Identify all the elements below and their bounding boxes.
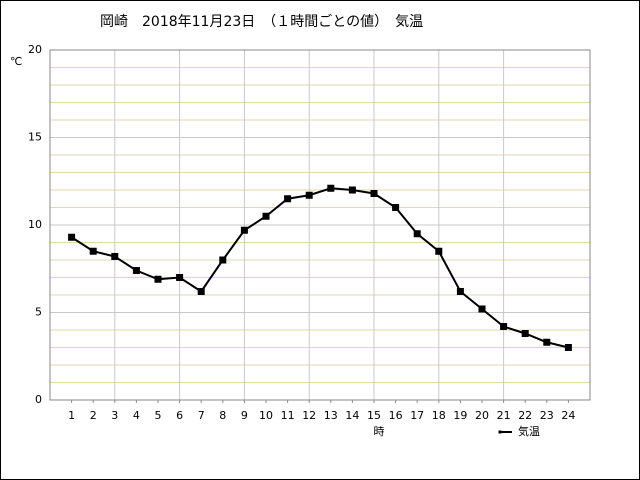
- x-tick-label: 8: [219, 409, 226, 422]
- data-point: [197, 288, 205, 295]
- y-tick-label: 5: [35, 306, 42, 319]
- y-tick-label: 0: [35, 393, 42, 406]
- x-tick-label: 5: [155, 409, 162, 422]
- x-tick-label: 2: [90, 409, 97, 422]
- data-point: [68, 233, 76, 241]
- x-tick-label: 19: [453, 409, 467, 422]
- data-point: [478, 305, 486, 313]
- data-point: [89, 247, 97, 255]
- y-tick-label: 15: [28, 131, 42, 144]
- x-tick-label: 24: [561, 409, 575, 422]
- x-tick-label: 4: [133, 409, 140, 422]
- series-line: [71, 187, 569, 349]
- x-tick-label: 20: [475, 409, 489, 422]
- x-tick-label: 18: [432, 409, 446, 422]
- x-tick-label: 23: [540, 409, 554, 422]
- x-tick-label: 11: [281, 409, 295, 422]
- data-point: [111, 253, 119, 260]
- data-point: [176, 274, 184, 281]
- data-point: [500, 323, 508, 330]
- x-tick-label: 10: [259, 409, 273, 422]
- y-unit: ℃: [10, 55, 22, 68]
- data-point: [305, 191, 313, 199]
- data-point: [219, 256, 227, 264]
- data-point: [348, 186, 356, 194]
- x-tick-label: 6: [176, 409, 183, 422]
- chart-title: 岡崎 2018年11月23日 （１時間ごとの値） 気温: [100, 14, 423, 30]
- legend-marker: [498, 430, 502, 434]
- data-point: [262, 212, 270, 220]
- x-tick-label: 7: [198, 409, 205, 422]
- data-point: [543, 338, 551, 346]
- data-point: [435, 247, 443, 255]
- y-tick-label: 20: [28, 43, 42, 56]
- x-tick-label: 3: [111, 409, 118, 422]
- data-point: [456, 288, 464, 295]
- x-tick-label: 9: [241, 409, 248, 422]
- data-point: [327, 184, 335, 192]
- data-point: [392, 204, 400, 211]
- data-point: [521, 330, 529, 337]
- x-label: 時: [374, 425, 385, 438]
- x-tick-label: 14: [345, 409, 359, 422]
- x-tick-label: 15: [367, 409, 381, 422]
- data-point: [240, 226, 248, 234]
- x-tick-label: 13: [324, 409, 338, 422]
- x-tick-label: 17: [410, 409, 424, 422]
- data-point: [370, 190, 378, 197]
- data-point: [154, 275, 162, 283]
- x-tick-label: 12: [302, 409, 316, 422]
- x-tick-label: 21: [497, 409, 511, 422]
- y-tick-label: 10: [28, 218, 42, 231]
- x-tick-label: 22: [518, 409, 532, 422]
- x-tick-label: 16: [389, 409, 403, 422]
- legend-label: 気温: [518, 424, 540, 438]
- x-tick-label: 1: [68, 409, 75, 422]
- data-point: [132, 267, 140, 274]
- data-point: [413, 230, 421, 238]
- data-point: [284, 195, 292, 203]
- data-point: [564, 344, 572, 351]
- plot-frame: [49, 49, 591, 401]
